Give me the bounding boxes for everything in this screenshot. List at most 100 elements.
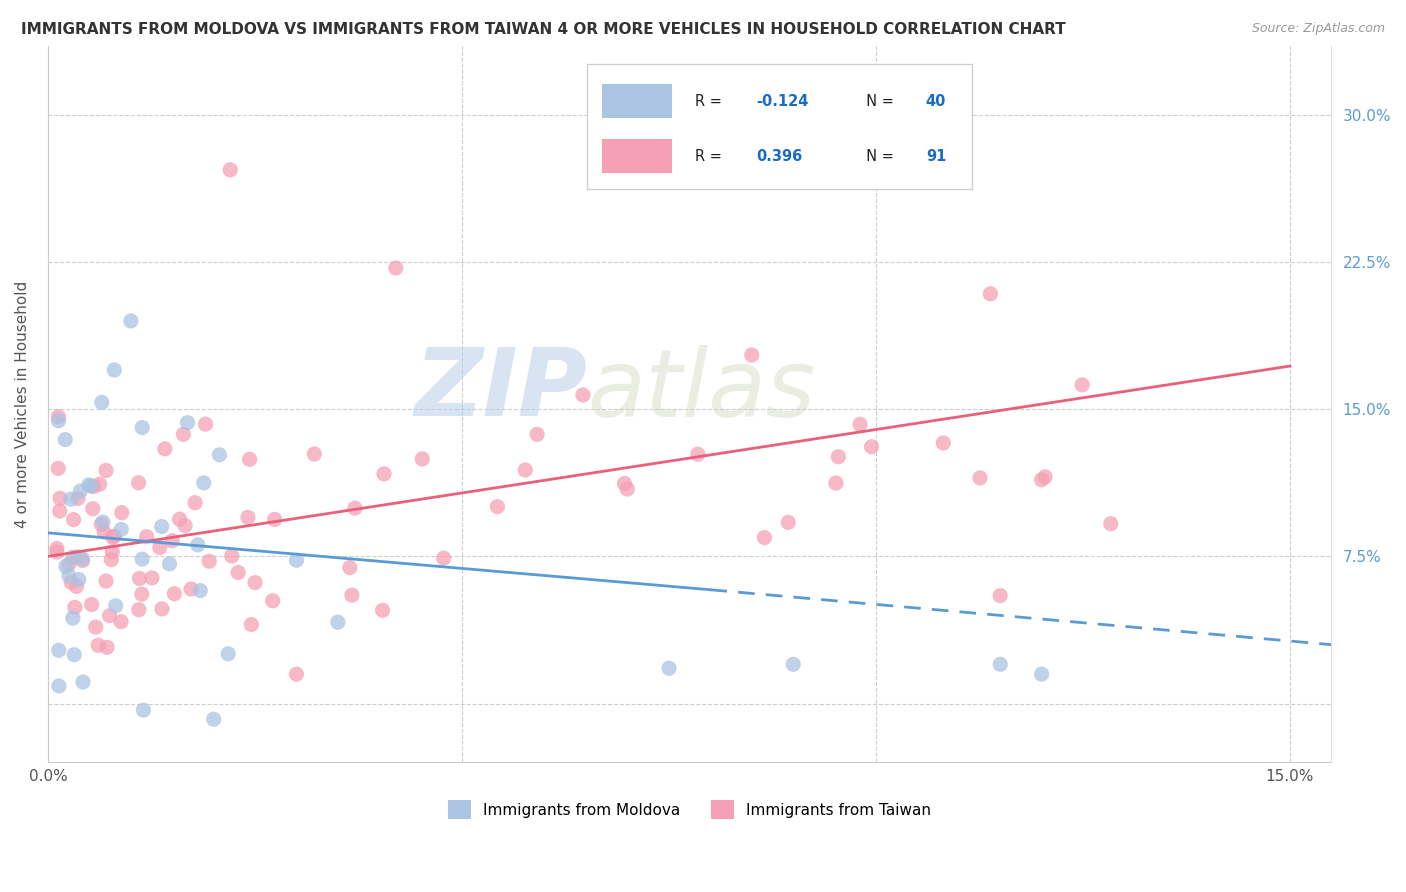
Point xyxy=(932,436,955,450)
Point xyxy=(188,583,211,598)
Text: IMMIGRANTS FROM MOLDOVA VS IMMIGRANTS FROM TAIWAN 4 OR MORE VEHICLES IN HOUSEHOL: IMMIGRANTS FROM MOLDOVA VS IMMIGRANTS FR… xyxy=(21,22,1066,37)
Point xyxy=(91,515,114,529)
Point xyxy=(262,594,284,608)
Point xyxy=(69,484,91,499)
Point xyxy=(100,552,122,566)
Point xyxy=(45,541,67,556)
Point xyxy=(162,533,184,548)
Point xyxy=(128,572,150,586)
Point xyxy=(49,491,72,506)
Point xyxy=(243,575,266,590)
Point xyxy=(141,571,163,585)
Point xyxy=(72,675,94,690)
Point xyxy=(101,530,124,544)
Point xyxy=(285,553,308,567)
Point xyxy=(120,314,142,328)
Point xyxy=(343,501,366,516)
Point xyxy=(1033,470,1056,484)
Point xyxy=(1071,378,1094,392)
Point xyxy=(48,409,70,424)
Point xyxy=(62,550,84,565)
Point xyxy=(46,461,69,475)
Point xyxy=(111,506,134,520)
Point xyxy=(110,615,132,629)
Point xyxy=(103,529,125,543)
Point xyxy=(326,615,349,629)
Point xyxy=(339,560,361,574)
Point xyxy=(411,451,433,466)
Point xyxy=(48,679,70,693)
Point xyxy=(84,620,107,634)
Point xyxy=(63,600,86,615)
Point xyxy=(58,568,80,582)
Point xyxy=(87,638,110,652)
Point xyxy=(58,558,80,572)
Legend: Immigrants from Moldova, Immigrants from Taiwan: Immigrants from Moldova, Immigrants from… xyxy=(440,792,939,826)
Point xyxy=(236,510,259,524)
Point xyxy=(1031,473,1053,487)
Point xyxy=(80,598,103,612)
Point xyxy=(860,440,883,454)
Point xyxy=(371,603,394,617)
Point xyxy=(221,549,243,563)
Point xyxy=(340,588,363,602)
Point xyxy=(240,617,263,632)
Point xyxy=(110,523,132,537)
Point xyxy=(385,260,408,275)
Point xyxy=(62,513,84,527)
Point xyxy=(979,286,1001,301)
Point xyxy=(150,519,173,533)
Point xyxy=(90,395,112,409)
Point xyxy=(198,554,221,568)
Point xyxy=(433,551,456,566)
Point xyxy=(988,657,1011,672)
Point xyxy=(172,427,194,442)
Point xyxy=(93,524,115,539)
Point xyxy=(66,549,89,564)
Point xyxy=(53,433,76,447)
Point xyxy=(849,417,872,432)
Point xyxy=(150,602,173,616)
Point xyxy=(149,541,172,555)
Point xyxy=(89,477,111,491)
Point xyxy=(219,162,242,177)
Point xyxy=(373,467,395,481)
Point xyxy=(48,414,70,428)
Point xyxy=(180,582,202,596)
Point xyxy=(67,573,90,587)
Text: ZIP: ZIP xyxy=(415,344,588,436)
Point xyxy=(55,559,77,574)
Point xyxy=(658,661,681,675)
Point xyxy=(101,545,124,559)
Point xyxy=(208,448,231,462)
Point xyxy=(131,420,153,434)
Point xyxy=(263,512,285,526)
Text: atlas: atlas xyxy=(588,344,815,435)
Point xyxy=(82,501,104,516)
Point xyxy=(174,518,197,533)
Point xyxy=(132,703,155,717)
Point xyxy=(686,447,709,461)
Point xyxy=(193,475,215,490)
Point xyxy=(45,545,67,559)
Point xyxy=(70,551,93,566)
Point xyxy=(65,579,87,593)
Point xyxy=(486,500,509,514)
Point xyxy=(163,587,186,601)
Point xyxy=(128,603,150,617)
Text: Source: ZipAtlas.com: Source: ZipAtlas.com xyxy=(1251,22,1385,36)
Point xyxy=(184,496,207,510)
Point xyxy=(103,363,125,377)
Point xyxy=(176,416,198,430)
Point xyxy=(187,538,209,552)
Point xyxy=(1099,516,1122,531)
Point xyxy=(226,566,249,580)
Point xyxy=(98,608,121,623)
Point xyxy=(96,640,118,655)
Point xyxy=(778,516,800,530)
Point xyxy=(285,667,308,681)
Point xyxy=(94,463,117,477)
Point xyxy=(515,463,537,477)
Point xyxy=(572,388,595,402)
Point xyxy=(169,512,191,526)
